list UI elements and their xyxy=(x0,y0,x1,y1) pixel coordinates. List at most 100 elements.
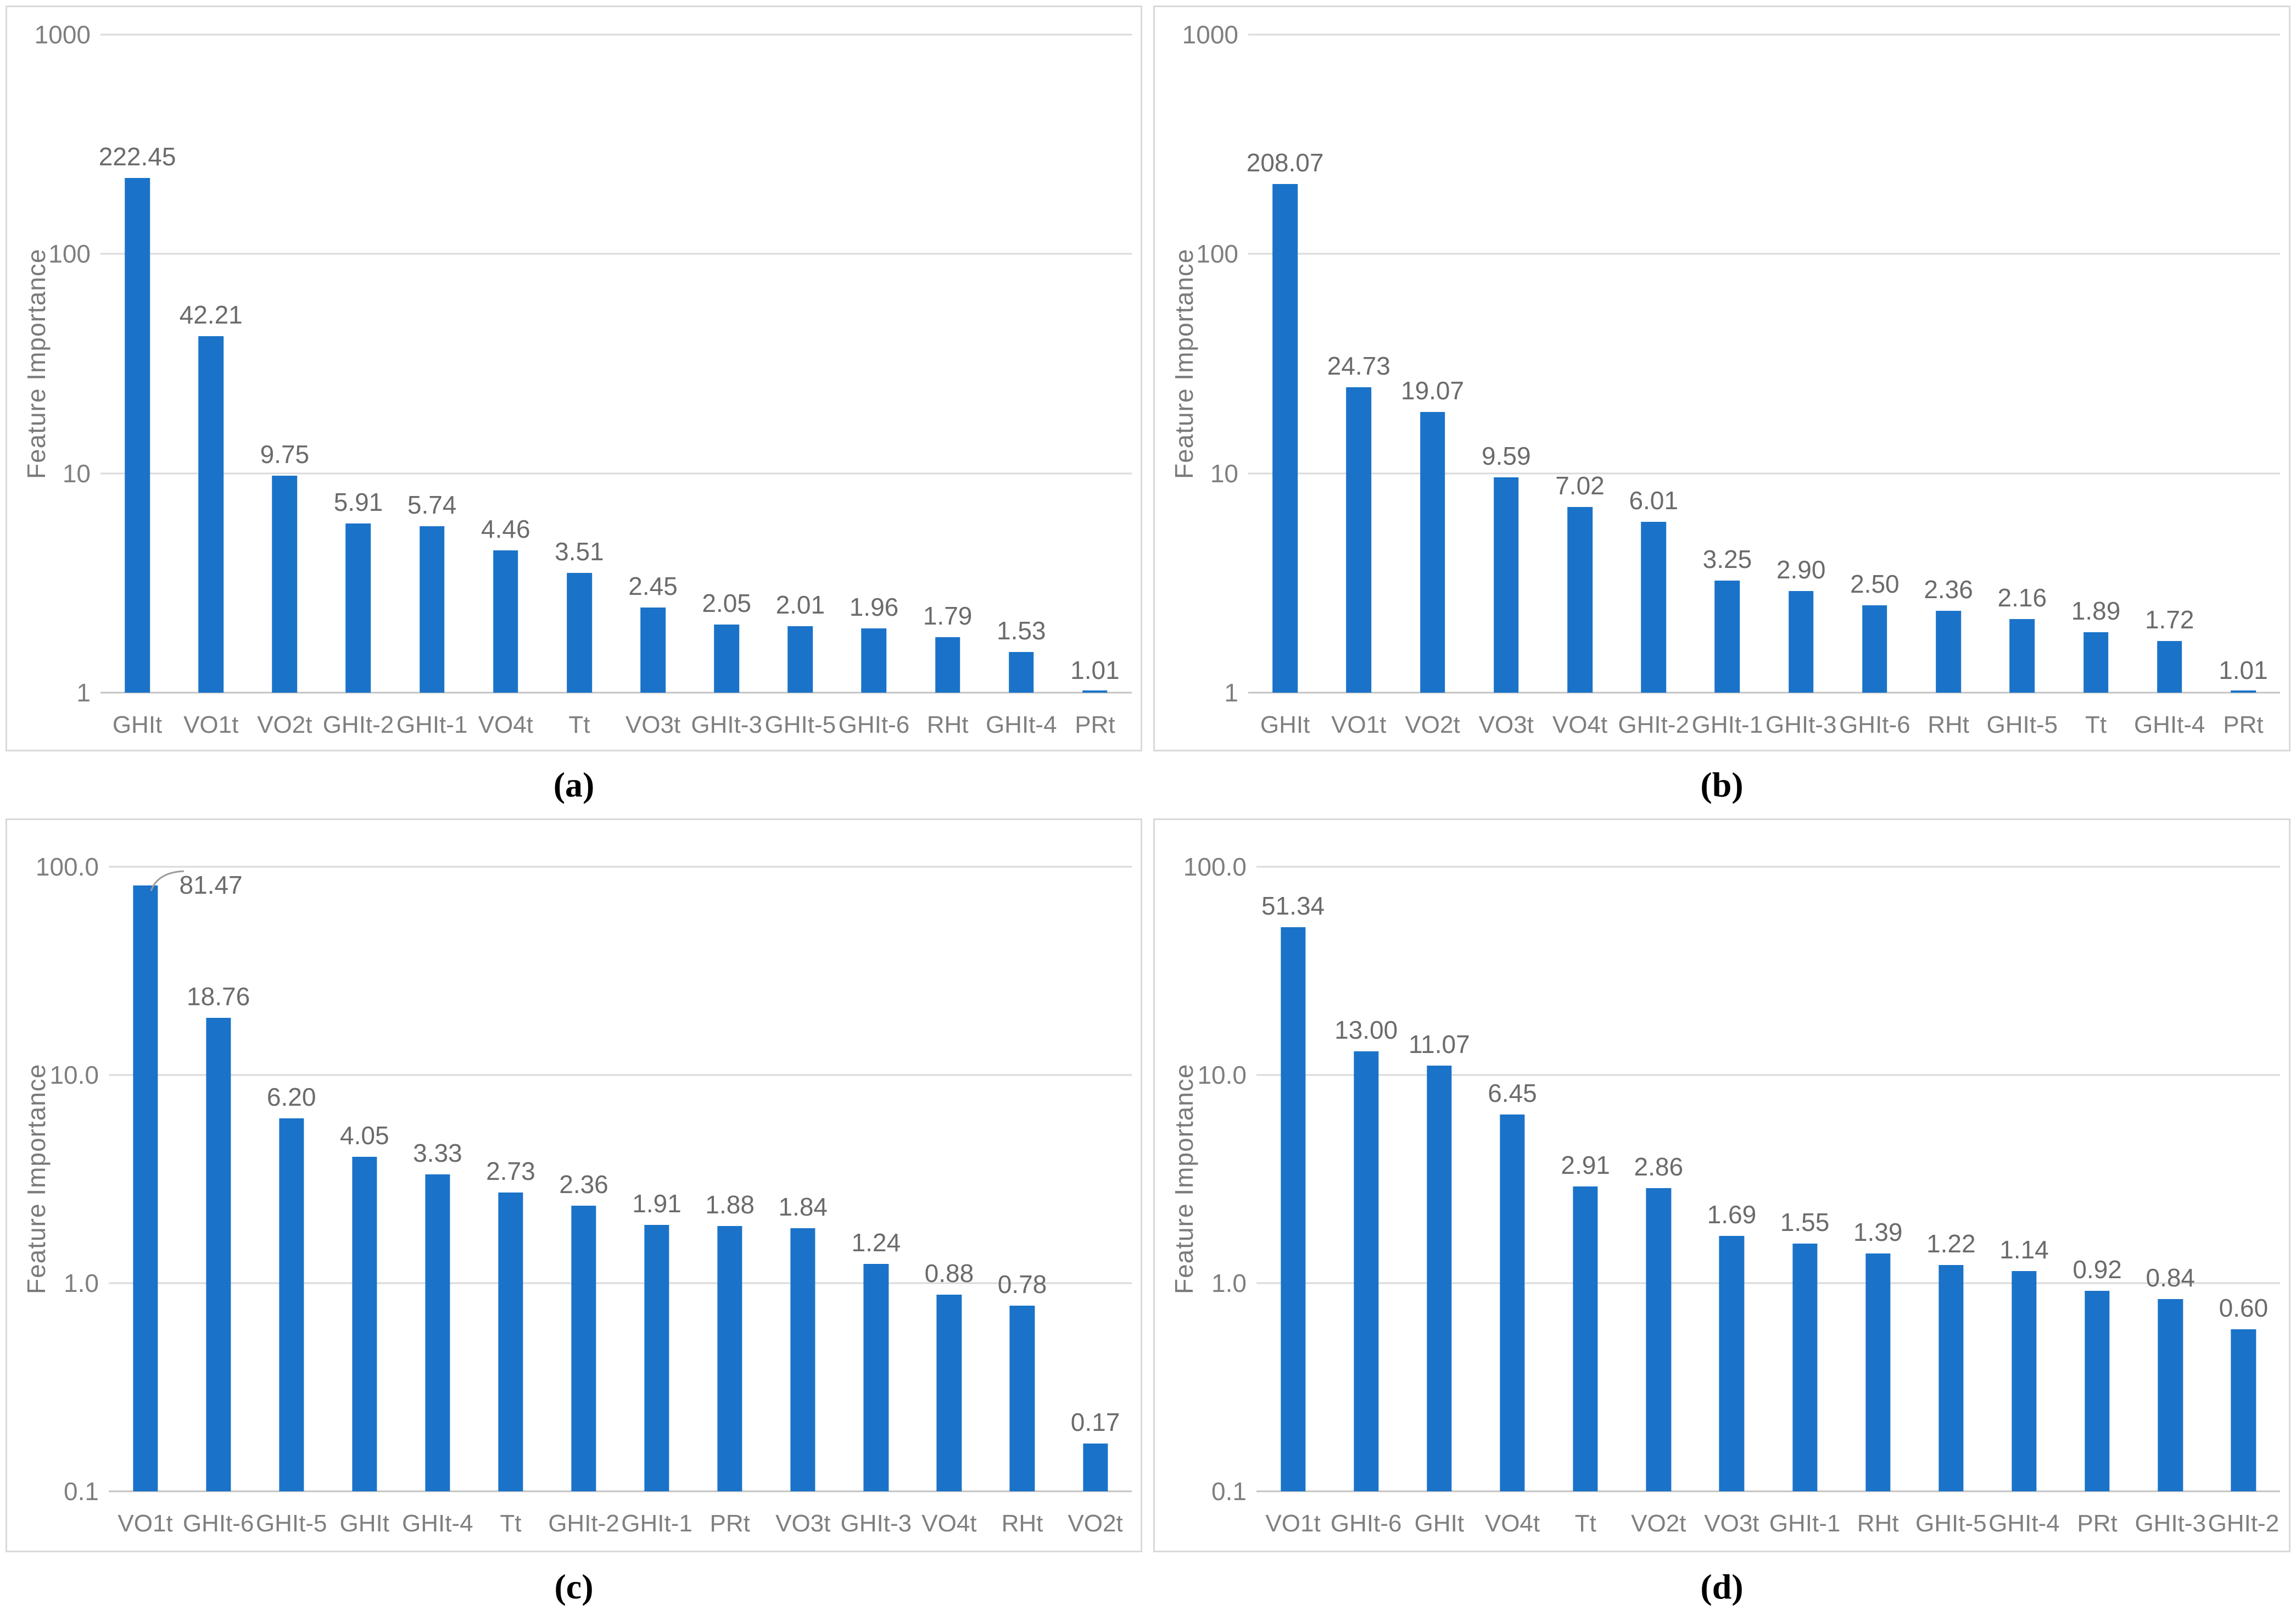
data-label-GHIt-6: 13.00 xyxy=(1334,1015,1398,1044)
x-axis-line xyxy=(100,692,1132,694)
category-slot-GHIt-2: 0.60 GHIt-2 xyxy=(2207,867,2280,1537)
category-slot-Tt: 3.51 Tt xyxy=(543,35,616,738)
data-label-GHIt-3: 2.90 xyxy=(1776,555,1826,584)
figure-cell-c: Feature Importance 100.0 10.0 1.0 0.1 81.47 V… xyxy=(0,813,1148,1616)
caption-b: (b) xyxy=(1700,765,1744,804)
bar-VO2t xyxy=(272,476,298,693)
bar-PRt xyxy=(1082,690,1108,693)
bar-GHIt-5 xyxy=(279,1118,304,1491)
category-slot-GHIt-1: 5.74 GHIt-1 xyxy=(395,35,469,738)
bar-GHIt-4 xyxy=(2157,640,2182,693)
data-label-GHIt: 11.07 xyxy=(1408,1030,1470,1059)
x-axis-tick-label: GHIt-2 xyxy=(1618,711,1689,738)
data-label-GHIt-2: 2.36 xyxy=(559,1169,608,1199)
x-axis-tick-label: VO2t xyxy=(1631,1510,1686,1537)
x-axis-tick-label: VO2t xyxy=(257,711,312,738)
plot-area-a: 1000 100 10 1 222.45 GHIt 42.21 VO1t 9.75 VO2t 5.9… xyxy=(35,20,1132,738)
category-slot-GHIt-5: 6.20 GHIt-5 xyxy=(255,867,328,1537)
bar-GHIt-5 xyxy=(787,626,813,693)
data-label-GHIt-1: 3.25 xyxy=(1702,544,1752,573)
category-slot-VO4t: 4.46 VO4t xyxy=(469,35,543,738)
x-axis-tick-label: GHIt-1 xyxy=(621,1510,692,1537)
chart-panel-b: Feature Importance 1000 100 10 1 208.07 GHIt 2… xyxy=(1153,5,2291,751)
bar-VO4t xyxy=(1567,507,1593,693)
x-axis-tick-label: VO1t xyxy=(183,711,239,738)
data-label-VO4t: 7.02 xyxy=(1555,471,1605,500)
data-label-GHIt-4: 1.72 xyxy=(2144,605,2194,634)
bar-RHt xyxy=(1936,611,1961,693)
category-slot-GHIt-5: 2.16 GHIt-5 xyxy=(1985,35,2059,738)
bar-GHIt-3 xyxy=(1788,591,1814,693)
bar-GHIt-1 xyxy=(419,526,445,693)
y-axis-tick-label: 10.0 xyxy=(49,1061,99,1089)
gridline xyxy=(1248,472,2280,475)
bar-GHIt-2 xyxy=(1641,521,1667,693)
category-slot-GHIt-3: 0.84 GHIt-3 xyxy=(2134,867,2207,1537)
gridline xyxy=(1256,1074,2280,1076)
x-axis-tick-label: Tt xyxy=(568,711,590,738)
category-slot-GHIt-2: 2.36 GHIt-2 xyxy=(547,867,620,1537)
x-axis-tick-label: VO4t xyxy=(921,1510,977,1537)
plot-area-d: 100.0 10.0 1.0 0.1 51.34 VO1t 13.00 GHIt-6 11.07… xyxy=(1183,852,2280,1537)
label-leader-line xyxy=(150,870,184,891)
x-axis-tick-label: GHIt-4 xyxy=(985,711,1057,738)
y-axis-tick-label: 100 xyxy=(48,239,91,269)
bar-GHIt-6 xyxy=(861,628,887,693)
x-axis-tick-label: VO4t xyxy=(478,711,533,738)
bar-RHt xyxy=(1009,1305,1035,1491)
figure-cell-d: Feature Importance 100.0 10.0 1.0 0.1 51.34 V… xyxy=(1148,813,2296,1616)
bar-GHIt-2 xyxy=(571,1205,596,1491)
y-axis-tick-label: 100.0 xyxy=(35,852,99,881)
category-slot-GHIt-2: 6.01 GHIt-2 xyxy=(1617,35,1690,738)
category-slot-GHIt-5: 1.22 GHIt-5 xyxy=(1914,867,1987,1537)
data-label-RHt: 0.78 xyxy=(997,1269,1047,1299)
y-axis-tick-label: 0.1 xyxy=(1211,1477,1247,1506)
bars-row: 51.34 VO1t 13.00 GHIt-6 11.07 GHIt 6.45 VO4t 2.9… xyxy=(1256,867,2280,1537)
category-slot-RHt: 1.39 RHt xyxy=(1841,867,1914,1537)
category-slot-GHIt-6: 18.76 GHIt-6 xyxy=(182,867,255,1537)
category-slot-GHIt: 222.45 GHIt xyxy=(99,35,176,738)
data-label-GHIt-1: 5.74 xyxy=(407,490,457,519)
data-label-GHIt-1: 1.91 xyxy=(632,1189,681,1218)
bar-VO3t xyxy=(1493,477,1519,693)
bar-VO2t xyxy=(1082,1443,1108,1491)
data-label-PRt: 1.01 xyxy=(2219,656,2268,685)
x-axis-tick-label: RHt xyxy=(1001,1510,1043,1537)
x-axis-tick-label: GHIt-6 xyxy=(182,1510,254,1537)
x-axis-tick-label: VO2t xyxy=(1405,711,1460,738)
x-axis-tick-label: PRt xyxy=(710,1510,750,1537)
x-axis-tick-label: VO1t xyxy=(118,1510,173,1537)
x-axis-tick-label: GHIt-5 xyxy=(255,1510,327,1537)
bars-row: 81.47 VO1t 18.76 GHIt-6 6.20 GHIt-5 4.05 GHIt 3.… xyxy=(109,867,1132,1537)
bar-GHIt-4 xyxy=(2012,1271,2037,1491)
category-slot-GHIt-1: 1.91 GHIt-1 xyxy=(621,867,694,1537)
category-slot-GHIt-4: 3.33 GHIt-4 xyxy=(401,867,474,1537)
data-label-VO1t: 81.47 xyxy=(179,870,243,899)
bar-VO4t xyxy=(493,550,518,693)
y-axis-title: Feature Importance xyxy=(1170,248,1198,479)
x-axis-tick-label: RHt xyxy=(1857,1510,1899,1537)
caption-a: (a) xyxy=(553,765,595,804)
category-slot-VO4t: 0.88 VO4t xyxy=(913,867,986,1537)
data-label-GHIt-5: 2.16 xyxy=(1997,583,2047,612)
bar-GHIt xyxy=(125,177,150,693)
bar-PRt xyxy=(2231,690,2256,693)
category-slot-VO2t: 9.75 VO2t xyxy=(248,35,321,738)
bar-GHIt xyxy=(352,1156,377,1491)
category-slot-GHIt-1: 1.55 GHIt-1 xyxy=(1768,867,1841,1537)
gridline xyxy=(109,1074,1132,1076)
category-slot-RHt: 2.36 RHt xyxy=(1912,35,1985,738)
data-label-PRt: 1.01 xyxy=(1070,656,1120,685)
data-label-GHIt-6: 18.76 xyxy=(187,982,250,1011)
bar-GHIt-5 xyxy=(2009,619,2035,693)
gridline xyxy=(109,866,1132,868)
bar-Tt xyxy=(567,573,592,693)
chart-panel-d: Feature Importance 100.0 10.0 1.0 0.1 51.34 V… xyxy=(1153,818,2291,1552)
data-label-GHIt-5: 1.22 xyxy=(1926,1229,1976,1258)
data-label-VO2t: 19.07 xyxy=(1400,376,1465,405)
bars-row: 222.45 GHIt 42.21 VO1t 9.75 VO2t 5.91 GHIt-2 5.7… xyxy=(99,35,1132,738)
x-axis-tick-label: RHt xyxy=(1928,711,1969,738)
bar-GHIt-4 xyxy=(1008,652,1034,693)
data-label-GHIt-2: 5.91 xyxy=(333,487,383,516)
data-label-PRt: 1.88 xyxy=(705,1190,755,1219)
